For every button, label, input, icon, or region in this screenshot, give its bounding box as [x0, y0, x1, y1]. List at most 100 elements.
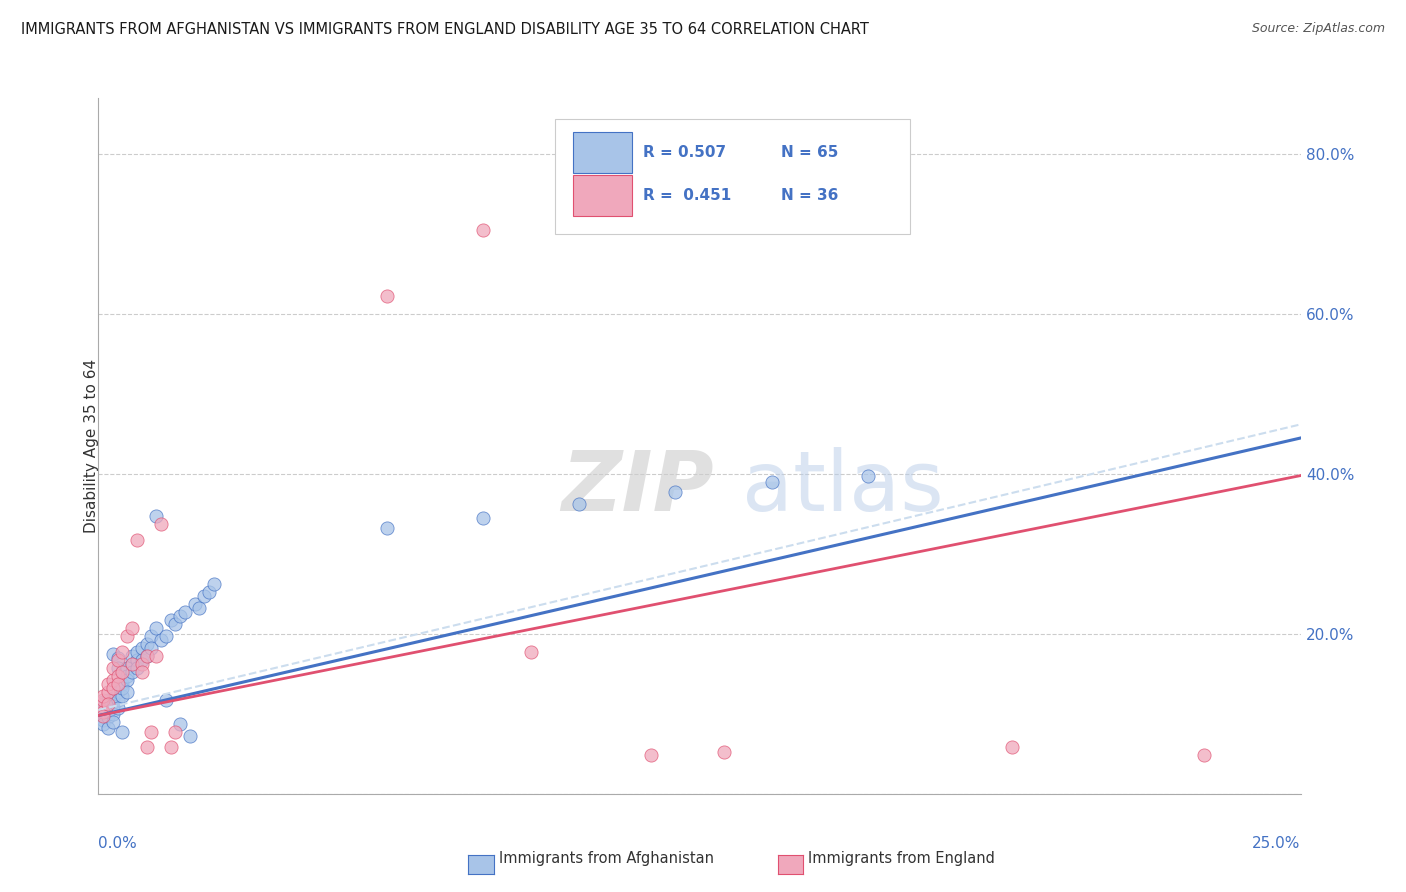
Text: Immigrants from Afghanistan: Immigrants from Afghanistan: [499, 851, 714, 865]
Point: [174, 605, 197, 619]
Point: [97, 698, 120, 712]
Point: [145, 621, 167, 635]
Point: [125, 533, 148, 547]
Point: [135, 649, 157, 664]
Point: [91, 692, 114, 706]
Point: [87, 698, 110, 712]
Point: [111, 676, 134, 690]
Point: [169, 609, 191, 624]
Point: [179, 729, 201, 743]
Point: [101, 673, 124, 688]
Point: [91, 708, 114, 723]
Point: [121, 657, 143, 672]
Point: [101, 681, 124, 696]
Point: [202, 577, 225, 591]
Point: [1001, 740, 1024, 755]
Point: [107, 660, 129, 674]
Point: [165, 724, 187, 739]
Point: [117, 673, 139, 688]
Point: [135, 740, 157, 755]
Point: [169, 716, 191, 731]
Point: [101, 706, 124, 721]
Point: [141, 724, 163, 739]
Point: [117, 660, 139, 674]
Point: [198, 585, 221, 599]
Point: [141, 641, 163, 656]
Point: [145, 508, 167, 523]
Point: [188, 601, 211, 615]
Point: [91, 700, 114, 714]
Point: [131, 652, 153, 666]
Point: [101, 690, 124, 705]
Point: [155, 628, 177, 642]
Point: [145, 649, 167, 664]
Point: [375, 521, 398, 535]
Point: [121, 621, 143, 635]
Point: [131, 657, 153, 672]
Text: Source: ZipAtlas.com: Source: ZipAtlas.com: [1251, 22, 1385, 36]
Point: [107, 676, 129, 690]
Point: [97, 710, 120, 724]
Point: [91, 714, 114, 728]
Point: [107, 651, 129, 665]
Point: [111, 690, 134, 704]
Text: N = 65: N = 65: [782, 145, 838, 160]
Text: Immigrants from England: Immigrants from England: [808, 851, 995, 865]
Point: [135, 649, 157, 664]
Text: 25.0%: 25.0%: [1253, 836, 1301, 851]
Point: [117, 684, 139, 698]
Point: [107, 692, 129, 706]
Point: [1194, 748, 1216, 763]
Point: [107, 700, 129, 714]
Point: [149, 633, 172, 648]
Point: [111, 665, 134, 680]
Point: [664, 484, 686, 499]
Point: [856, 468, 879, 483]
Point: [159, 613, 181, 627]
FancyBboxPatch shape: [555, 119, 910, 234]
Point: [165, 617, 187, 632]
Text: IMMIGRANTS FROM AFGHANISTAN VS IMMIGRANTS FROM ENGLAND DISABILITY AGE 35 TO 64 C: IMMIGRANTS FROM AFGHANISTAN VS IMMIGRANT…: [21, 22, 869, 37]
Text: R = 0.507: R = 0.507: [643, 145, 725, 160]
Point: [101, 698, 124, 713]
Point: [87, 708, 110, 723]
Point: [131, 665, 153, 680]
Text: ZIP: ZIP: [561, 447, 714, 528]
Text: atlas: atlas: [741, 447, 943, 528]
Point: [97, 692, 120, 706]
Point: [107, 652, 129, 666]
Point: [117, 668, 139, 682]
Point: [91, 706, 114, 721]
Point: [125, 644, 148, 658]
Point: [135, 636, 157, 650]
Point: [91, 690, 114, 704]
Point: [159, 740, 181, 755]
Point: [117, 628, 139, 642]
Point: [155, 692, 177, 706]
Point: [101, 647, 124, 661]
Point: [97, 684, 120, 698]
Text: 0.0%: 0.0%: [98, 836, 138, 851]
FancyBboxPatch shape: [574, 176, 633, 217]
Point: [97, 676, 120, 690]
Point: [121, 665, 143, 680]
Point: [121, 649, 143, 664]
Text: R =  0.451: R = 0.451: [643, 188, 731, 203]
Point: [101, 660, 124, 674]
Point: [761, 475, 783, 489]
Point: [111, 681, 134, 696]
Point: [520, 644, 543, 658]
Point: [111, 724, 134, 739]
Point: [91, 706, 114, 720]
Point: [713, 745, 735, 759]
Point: [125, 660, 148, 674]
Point: [91, 716, 114, 731]
Point: [568, 497, 591, 511]
Point: [640, 748, 662, 763]
Point: [121, 657, 143, 672]
Point: [375, 289, 398, 303]
Point: [125, 652, 148, 666]
Point: [131, 641, 153, 656]
Y-axis label: Disability Age 35 to 64: Disability Age 35 to 64: [84, 359, 98, 533]
Point: [472, 223, 495, 237]
